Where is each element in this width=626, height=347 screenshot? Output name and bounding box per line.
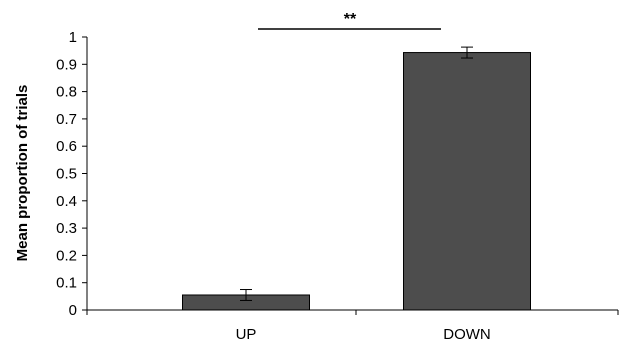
y-tick-label: 0.6 — [56, 138, 77, 155]
y-tick-label: 1 — [69, 29, 77, 46]
x-tick-label: UP — [236, 326, 257, 343]
y-axis-ticks: 0 0.1 0.2 0.3 0.4 0.5 0.6 0.7 0.8 0.9 1 — [56, 29, 619, 319]
y-tick-label: 0.4 — [56, 193, 77, 210]
y-tick-label: 0.5 — [56, 166, 77, 183]
y-tick-label: 0.1 — [56, 275, 77, 292]
y-tick-label: 0.3 — [56, 220, 77, 237]
y-tick-label: 0.7 — [56, 111, 77, 128]
bar-down — [403, 52, 531, 311]
error-bars — [240, 46, 473, 301]
y-axis-label: Mean proportion of trials — [14, 85, 31, 262]
y-tick-label: 0 — [69, 302, 77, 319]
x-tick-label: DOWN — [443, 326, 491, 343]
y-tick-label: 0.9 — [56, 56, 77, 73]
y-tick-label: 0.8 — [56, 84, 77, 101]
y-tick-label: 0.2 — [56, 247, 77, 264]
bars — [182, 52, 531, 311]
x-axis-labels: UP DOWN — [236, 326, 491, 343]
significance-marker: ** — [344, 11, 357, 28]
